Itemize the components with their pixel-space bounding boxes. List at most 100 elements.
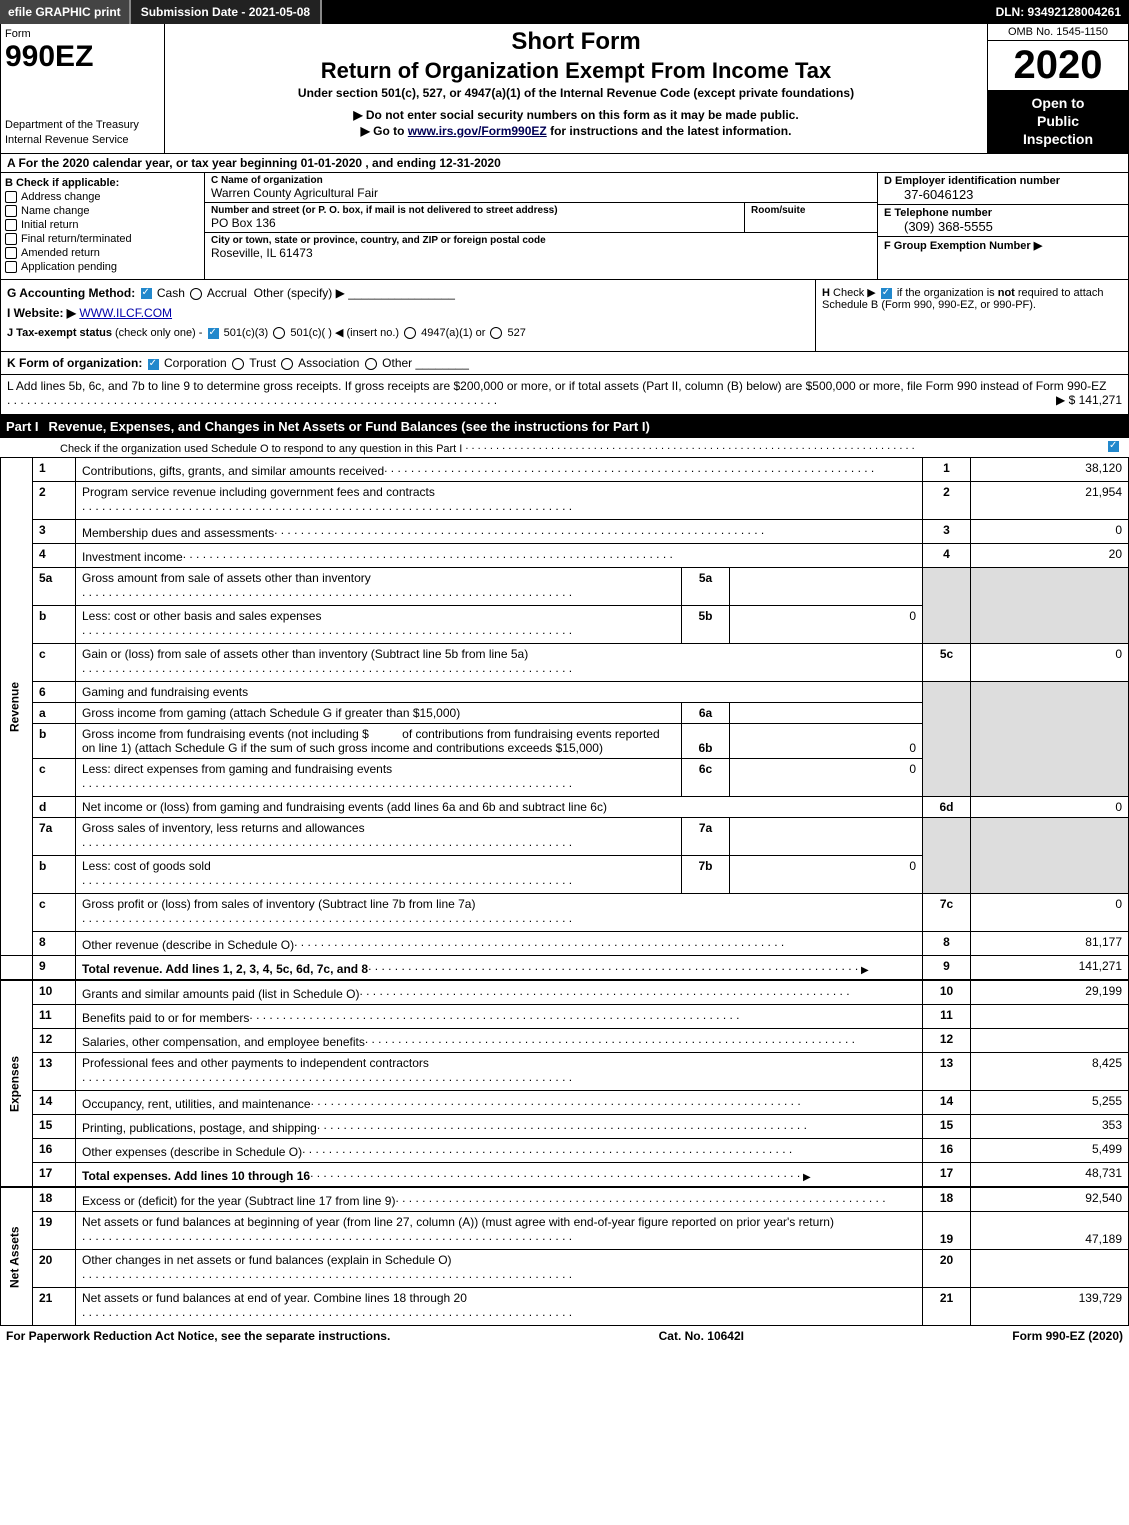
- city-label: City or town, state or province, country…: [211, 235, 871, 246]
- group-exemption-label: F Group Exemption Number ▶: [884, 239, 1122, 252]
- address-label: Number and street (or P. O. box, if mail…: [211, 205, 738, 216]
- radio-accrual-icon: [190, 288, 202, 300]
- table-row: 4 Investment income 4 20: [1, 544, 1129, 568]
- revenue-tab: Revenue: [1, 458, 33, 956]
- line-g: G Accounting Method: Cash Accrual Other …: [7, 286, 809, 300]
- expenses-table: Expenses 10 Grants and similar amounts p…: [0, 980, 1129, 1187]
- org-name-label: C Name of organization: [211, 175, 871, 186]
- paperwork-notice: For Paperwork Reduction Act Notice, see …: [6, 1329, 390, 1343]
- table-row: 17 Total expenses. Add lines 10 through …: [1, 1163, 1129, 1187]
- form-word: Form: [5, 28, 160, 40]
- part-i-header: Part I Revenue, Expenses, and Changes in…: [0, 415, 1129, 438]
- table-row: 5a Gross amount from sale of assets othe…: [1, 568, 1129, 606]
- table-row: Net Assets 18 Excess or (deficit) for th…: [1, 1188, 1129, 1212]
- efile-print[interactable]: efile GRAPHIC print: [0, 0, 129, 24]
- page-footer: For Paperwork Reduction Act Notice, see …: [0, 1326, 1129, 1346]
- line-a-calendar: A For the 2020 calendar year, or tax yea…: [0, 154, 1129, 173]
- part-i-title: Revenue, Expenses, and Changes in Net As…: [49, 419, 650, 434]
- checkbox-icon: [5, 261, 17, 273]
- revenue-table: Revenue 1 Contributions, gifts, grants, …: [0, 457, 1129, 980]
- dln-number: DLN: 93492128004261: [996, 5, 1129, 19]
- phone-label: E Telephone number: [884, 207, 1122, 219]
- line-i: I Website: ▶ WWW.ILCF.COM: [7, 306, 809, 320]
- table-row: 11 Benefits paid to or for members 11: [1, 1005, 1129, 1029]
- table-row: c Gross profit or (loss) from sales of i…: [1, 894, 1129, 932]
- check-cash-icon: [141, 288, 152, 299]
- check-final-return[interactable]: Final return/terminated: [5, 233, 200, 245]
- box-c: C Name of organization Warren County Agr…: [205, 173, 877, 280]
- address-value: PO Box 136: [211, 216, 738, 230]
- table-row: 12 Salaries, other compensation, and emp…: [1, 1029, 1129, 1053]
- form-title-block: Short Form Return of Organization Exempt…: [165, 24, 987, 153]
- check-amended-return[interactable]: Amended return: [5, 247, 200, 259]
- short-form-title: Short Form: [171, 28, 981, 56]
- check-corporation-icon: [148, 359, 159, 370]
- under-section-text: Under section 501(c), 527, or 4947(a)(1)…: [171, 86, 981, 100]
- table-row: 7a Gross sales of inventory, less return…: [1, 818, 1129, 856]
- table-row: 9 Total revenue. Add lines 1, 2, 3, 4, 5…: [1, 956, 1129, 980]
- table-row: 15 Printing, publications, postage, and …: [1, 1115, 1129, 1139]
- table-row: 2 Program service revenue including gove…: [1, 482, 1129, 520]
- tax-year: 2020: [988, 41, 1128, 90]
- check-501c3-icon: [208, 328, 219, 339]
- ein-value: 37-6046123: [884, 187, 1122, 202]
- radio-trust-icon: [232, 358, 244, 370]
- section-ghij: G Accounting Method: Cash Accrual Other …: [0, 280, 1129, 352]
- checkbox-icon: [5, 205, 17, 217]
- part-i-label: Part I: [6, 419, 39, 434]
- radio-other-icon: [365, 358, 377, 370]
- table-row: d Net income or (loss) from gaming and f…: [1, 797, 1129, 818]
- checkbox-icon: [5, 247, 17, 259]
- irs-link[interactable]: www.irs.gov/Form990EZ: [408, 124, 547, 138]
- line-l: L Add lines 5b, 6c, and 7b to line 9 to …: [0, 375, 1129, 415]
- table-row: c Gain or (loss) from sale of assets oth…: [1, 644, 1129, 682]
- table-row: 14 Occupancy, rent, utilities, and maint…: [1, 1091, 1129, 1115]
- box-b: B Check if applicable: Address change Na…: [1, 173, 205, 280]
- phone-value: (309) 368-5555: [884, 219, 1122, 234]
- table-row: 6 Gaming and fundraising events: [1, 682, 1129, 703]
- table-row: 21 Net assets or fund balances at end of…: [1, 1288, 1129, 1326]
- website-link[interactable]: WWW.ILCF.COM: [79, 306, 172, 320]
- part-i-sub: Check if the organization used Schedule …: [0, 438, 1129, 457]
- city-value: Roseville, IL 61473: [211, 246, 871, 260]
- netassets-tab: Net Assets: [1, 1188, 33, 1326]
- omb-number: OMB No. 1545-1150: [988, 24, 1128, 41]
- check-initial-return[interactable]: Initial return: [5, 219, 200, 231]
- table-row: 3 Membership dues and assessments 3 0: [1, 520, 1129, 544]
- table-row: 8 Other revenue (describe in Schedule O)…: [1, 932, 1129, 956]
- check-name-change[interactable]: Name change: [5, 205, 200, 217]
- check-application-pending[interactable]: Application pending: [5, 261, 200, 273]
- submission-date: Submission Date - 2021-05-08: [129, 0, 322, 24]
- table-row: 13 Professional fees and other payments …: [1, 1053, 1129, 1091]
- netassets-table: Net Assets 18 Excess or (deficit) for th…: [0, 1187, 1129, 1326]
- line-l-amount: ▶ $ 141,271: [1056, 393, 1122, 407]
- ein-label: D Employer identification number: [884, 175, 1122, 187]
- table-row: 20 Other changes in net assets or fund b…: [1, 1250, 1129, 1288]
- check-h-icon: [881, 288, 892, 299]
- table-row: 16 Other expenses (describe in Schedule …: [1, 1139, 1129, 1163]
- instructions-link-line: ▶ Go to www.irs.gov/Form990EZ for instru…: [171, 124, 981, 138]
- box-def: D Employer identification number 37-6046…: [877, 173, 1128, 280]
- top-bar: efile GRAPHIC print Submission Date - 20…: [0, 0, 1129, 24]
- omb-year-block: OMB No. 1545-1150 2020 Open to Public In…: [987, 24, 1128, 153]
- gij-block: G Accounting Method: Cash Accrual Other …: [1, 280, 815, 351]
- org-name: Warren County Agricultural Fair: [211, 186, 871, 200]
- table-row: 19 Net assets or fund balances at beginn…: [1, 1212, 1129, 1250]
- return-title: Return of Organization Exempt From Incom…: [171, 58, 981, 84]
- radio-4947-icon: [404, 327, 416, 339]
- open-to-public: Open to Public Inspection: [988, 90, 1128, 153]
- checkbox-icon: [5, 219, 17, 231]
- checkbox-icon: [5, 191, 17, 203]
- line-k: K Form of organization: Corporation Trus…: [0, 352, 1129, 375]
- expenses-tab: Expenses: [1, 981, 33, 1187]
- radio-501c-icon: [273, 327, 285, 339]
- check-address-change[interactable]: Address change: [5, 191, 200, 203]
- box-b-heading: B Check if applicable:: [5, 177, 200, 189]
- checkbox-icon: [5, 233, 17, 245]
- table-row: Revenue 1 Contributions, gifts, grants, …: [1, 458, 1129, 482]
- ssn-warning: ▶ Do not enter social security numbers o…: [171, 108, 981, 122]
- radio-association-icon: [281, 358, 293, 370]
- line-h: H Check ▶ if the organization is not req…: [815, 280, 1128, 351]
- check-schedule-o-icon: [1108, 441, 1119, 452]
- section-bcdef: B Check if applicable: Address change Na…: [0, 173, 1129, 281]
